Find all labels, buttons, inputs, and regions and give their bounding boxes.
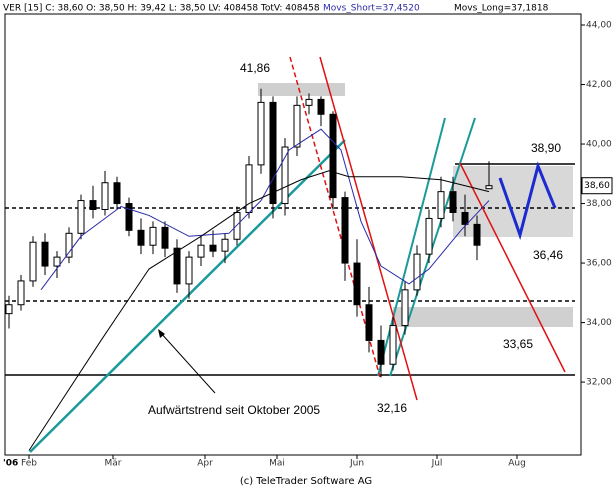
candle-body xyxy=(461,211,469,225)
zone xyxy=(453,166,573,237)
candle-body xyxy=(257,101,265,166)
candle-body xyxy=(485,185,493,190)
projection xyxy=(498,161,557,241)
candle-body xyxy=(149,226,157,246)
trend-line xyxy=(459,162,566,373)
arrow-head xyxy=(158,329,165,338)
candle-body xyxy=(269,101,277,205)
candle-body xyxy=(233,211,241,240)
x-tick-label: Mai xyxy=(269,459,285,469)
x-tick-label: Jul xyxy=(431,459,443,469)
candle-body xyxy=(389,325,397,365)
header: VER [15] C: 38,60 O: 38,50 H: 39,42 L: 3… xyxy=(3,4,320,14)
header-long: Movs_Long=37,1818 xyxy=(454,4,549,14)
candle-body xyxy=(161,226,169,249)
annotation: 33,65 xyxy=(503,337,533,351)
candle-body xyxy=(5,304,13,315)
candle-body xyxy=(113,182,121,205)
price-box xyxy=(581,177,613,195)
zone xyxy=(393,307,573,327)
candle-body xyxy=(365,304,373,341)
y-tick-label: 36,00 xyxy=(586,259,612,269)
candle-body xyxy=(281,146,289,205)
y-tick-label: 34,00 xyxy=(586,318,612,328)
candle-body xyxy=(425,217,433,255)
year-label: '06 xyxy=(3,459,18,469)
trend-line xyxy=(29,139,346,453)
candle-body xyxy=(209,244,217,252)
footer: (c) TeleTrader Software AG xyxy=(240,476,372,487)
candle-body xyxy=(77,200,85,234)
candle-body xyxy=(89,200,97,211)
y-tick-label: 44,00 xyxy=(586,21,612,31)
candle-body xyxy=(221,238,229,252)
x-tick-label: Mär xyxy=(105,459,122,469)
candle-body xyxy=(473,223,481,246)
arrow xyxy=(159,331,216,394)
x-tick-label: Aug xyxy=(508,459,526,469)
candle-body xyxy=(293,104,301,148)
candle-body xyxy=(377,339,385,365)
moving-average xyxy=(40,128,490,291)
candle-body xyxy=(197,244,205,258)
annotation: Aufwärtstrend seit Oktober 2005 xyxy=(148,403,320,417)
candle-body xyxy=(329,113,337,199)
y-tick-label: 38,00 xyxy=(586,199,612,209)
zone xyxy=(258,83,345,96)
y-tick-label: 32,00 xyxy=(586,378,612,388)
annotation: 38,90 xyxy=(531,141,561,155)
candle-body xyxy=(317,98,325,115)
candle-body xyxy=(17,280,25,306)
candle-body xyxy=(29,241,37,282)
candle-body xyxy=(137,229,145,246)
trend-line xyxy=(377,117,446,377)
x-tick-label: Apr xyxy=(197,459,213,469)
moving-average xyxy=(28,170,490,451)
candle-body xyxy=(449,191,457,213)
candle-body xyxy=(65,232,73,258)
candle-body xyxy=(305,98,313,106)
x-tick-label: Feb xyxy=(21,459,37,469)
annotation: 36,46 xyxy=(533,248,563,262)
candle-body xyxy=(413,253,421,291)
candle-body xyxy=(401,289,409,327)
candle-body xyxy=(101,182,109,211)
price-label: 38,60 xyxy=(584,181,610,191)
candle-body xyxy=(185,256,193,285)
candle-body xyxy=(341,197,349,264)
candle-body xyxy=(437,191,445,219)
x-tick-label: Jun xyxy=(349,459,364,469)
candle-body xyxy=(353,262,361,306)
y-tick-label: 40,00 xyxy=(586,140,612,150)
header-short: Movs_Short=37,4520 xyxy=(323,4,420,14)
candle-body xyxy=(53,256,61,267)
candle-body xyxy=(173,247,181,285)
annotation: 32,16 xyxy=(377,401,407,415)
candle-body xyxy=(125,203,133,231)
y-tick-label: 42,00 xyxy=(586,80,612,90)
candle-body xyxy=(41,241,49,267)
annotation: 41,86 xyxy=(240,61,270,75)
